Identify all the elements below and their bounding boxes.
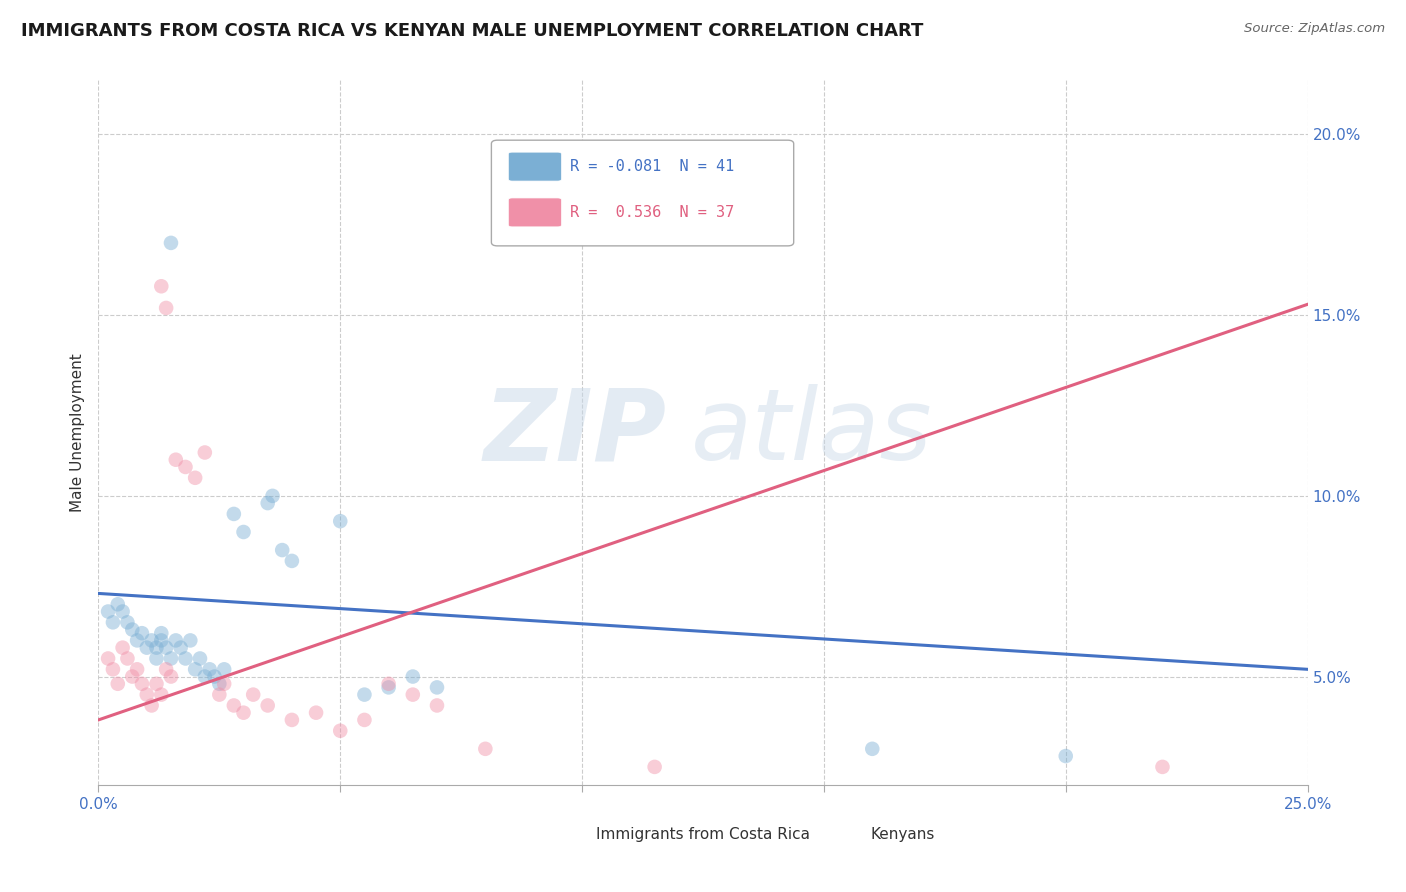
Point (131, 677, 153, 691)
Point (571, 170, 593, 185)
Point (402, 688, 425, 702)
Point (426, 698, 449, 713)
Point (198, 662, 221, 676)
Point (305, 706, 328, 720)
Text: Kenyans: Kenyans (870, 827, 935, 842)
Point (860, 741, 883, 756)
Point (107, 597, 129, 611)
Point (329, 514, 352, 528)
Point (271, 543, 294, 558)
Point (1152, 760, 1174, 774)
Point (256, 496, 278, 510)
Point (155, 640, 177, 655)
Point (160, 651, 183, 665)
Point (232, 524, 254, 539)
Point (97, 605, 120, 619)
Point (155, 662, 177, 676)
Point (188, 651, 211, 665)
Point (127, 633, 149, 648)
Point (222, 507, 245, 521)
Y-axis label: Male Unemployment: Male Unemployment (69, 353, 84, 512)
Point (117, 651, 139, 665)
Point (121, 623, 143, 637)
FancyBboxPatch shape (492, 140, 793, 246)
Point (150, 626, 173, 640)
Point (174, 459, 197, 474)
Point (194, 669, 217, 683)
Text: R = -0.081  N = 41: R = -0.081 N = 41 (569, 160, 734, 175)
FancyBboxPatch shape (596, 822, 640, 847)
Point (353, 713, 375, 727)
Point (150, 688, 173, 702)
Point (281, 554, 304, 568)
Point (377, 677, 399, 691)
Point (145, 640, 167, 655)
Point (155, 301, 177, 315)
Text: R =  0.536  N = 37: R = 0.536 N = 37 (569, 205, 734, 220)
Text: Source: ZipAtlas.com: Source: ZipAtlas.com (1244, 22, 1385, 36)
Point (256, 698, 278, 713)
Point (281, 713, 304, 727)
Point (1054, 749, 1077, 764)
Point (160, 235, 183, 250)
Point (174, 651, 197, 665)
Point (426, 681, 449, 695)
FancyBboxPatch shape (509, 198, 561, 227)
Text: IMMIGRANTS FROM COSTA RICA VS KENYAN MALE UNEMPLOYMENT CORRELATION CHART: IMMIGRANTS FROM COSTA RICA VS KENYAN MAL… (21, 22, 924, 40)
Point (141, 698, 163, 713)
Point (127, 662, 149, 676)
Point (402, 669, 425, 683)
Point (329, 723, 352, 738)
FancyBboxPatch shape (509, 153, 561, 181)
Text: Immigrants from Costa Rica: Immigrants from Costa Rica (596, 827, 810, 842)
Point (262, 489, 284, 503)
Text: ZIP: ZIP (484, 384, 666, 481)
Point (169, 640, 191, 655)
Point (135, 640, 157, 655)
Point (150, 279, 173, 293)
Point (204, 669, 226, 683)
Point (353, 688, 375, 702)
Point (179, 633, 201, 648)
Point (194, 445, 217, 459)
Point (117, 615, 139, 630)
Point (150, 633, 173, 648)
Point (107, 677, 129, 691)
Point (145, 651, 167, 665)
Point (111, 640, 134, 655)
Text: atlas: atlas (690, 384, 932, 481)
Point (165, 633, 187, 648)
Point (135, 688, 157, 702)
Point (208, 688, 231, 702)
Point (644, 760, 666, 774)
Point (377, 681, 399, 695)
Point (111, 605, 134, 619)
Point (232, 706, 254, 720)
Point (242, 688, 264, 702)
Point (184, 662, 207, 676)
Point (212, 662, 235, 676)
Point (474, 741, 496, 756)
Point (184, 471, 207, 485)
Point (165, 452, 187, 467)
Point (212, 677, 235, 691)
Point (160, 669, 183, 683)
Point (222, 698, 245, 713)
Point (145, 677, 167, 691)
Point (101, 615, 124, 630)
Point (97, 651, 120, 665)
Point (131, 626, 153, 640)
FancyBboxPatch shape (863, 822, 907, 847)
Point (208, 677, 231, 691)
Point (121, 669, 143, 683)
Point (101, 662, 124, 676)
Point (141, 633, 163, 648)
